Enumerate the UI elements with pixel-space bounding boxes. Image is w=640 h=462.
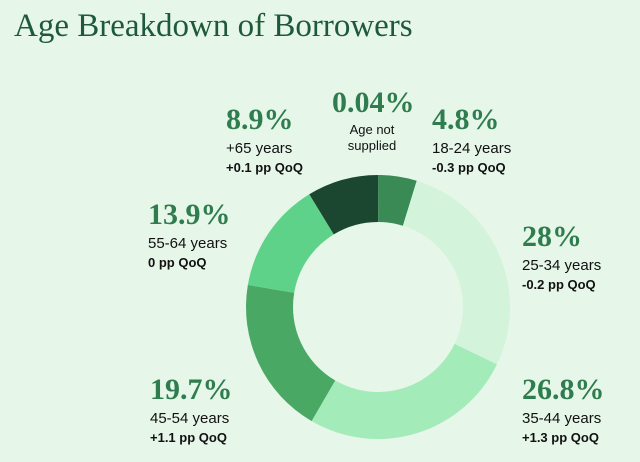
change-label: +0.1 pp QoQ <box>226 160 303 175</box>
value-label: 28% <box>522 220 582 253</box>
value-label: 13.9% <box>148 198 231 231</box>
slice-label: 26.8% 35-44 years +1.3 pp QoQ <box>522 375 605 447</box>
category-label: 55-64 years <box>148 235 228 252</box>
change-label: 0 pp QoQ <box>148 255 207 270</box>
slice <box>402 180 510 365</box>
slice <box>378 175 417 226</box>
change-label: +1.3 pp QoQ <box>522 430 599 445</box>
value-label: 19.7% <box>150 373 233 406</box>
slice-label: 19.7% 45-54 years +1.1 pp QoQ <box>150 375 233 447</box>
value-label: 4.8% <box>432 103 500 136</box>
value-label: 26.8% <box>522 373 605 406</box>
chart-title: Age Breakdown of Borrowers <box>14 8 413 44</box>
category-label: +65 years <box>226 140 293 157</box>
change-label: -0.2 pp QoQ <box>522 277 596 292</box>
slice <box>246 284 336 422</box>
slice <box>247 194 334 293</box>
category-label: 45-54 years <box>150 410 230 427</box>
slice-label: 0.04% Age not supplied <box>332 86 415 154</box>
change-label: -0.3 pp QoQ <box>432 160 506 175</box>
slice-label: 13.9% 55-64 years 0 pp QoQ <box>148 200 231 272</box>
change-label: +1.1 pp QoQ <box>150 430 227 445</box>
category-label: 35-44 years <box>522 410 602 427</box>
slice-label: 4.8% 18-24 years -0.3 pp QoQ <box>432 105 511 177</box>
slice-label: 8.9% +65 years +0.1 pp QoQ <box>226 105 303 177</box>
category-label: 18-24 years <box>432 140 512 157</box>
slice <box>311 343 497 439</box>
value-label: 8.9% <box>226 103 294 136</box>
category-label: 25-34 years <box>522 257 602 274</box>
category-label: Age not supplied <box>347 122 397 153</box>
slice-label: 28% 25-34 years -0.2 pp QoQ <box>522 222 601 294</box>
slice <box>309 175 378 235</box>
value-label: 0.04% <box>332 86 415 119</box>
